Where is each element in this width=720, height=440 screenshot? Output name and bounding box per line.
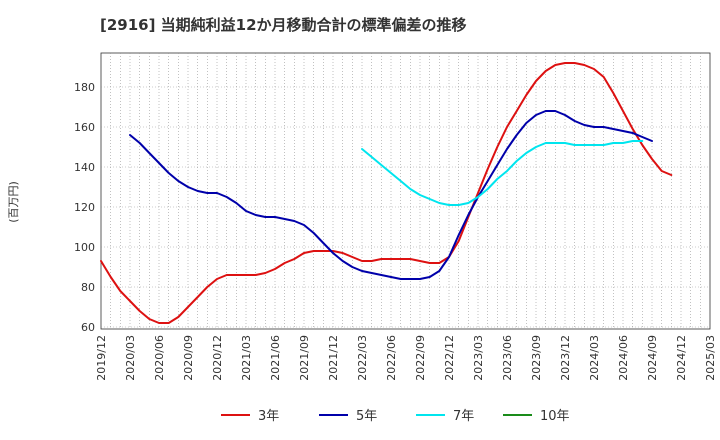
x-tick-label: 2025/03	[704, 335, 717, 381]
plot-area	[100, 52, 711, 330]
x-tick-label: 2022/03	[356, 335, 369, 381]
chart-title: [2916] 当期純利益12か月移動合計の標準偏差の推移	[100, 16, 467, 34]
legend-label-2: 7年	[453, 409, 474, 424]
x-tick-label: 2023/09	[530, 335, 543, 381]
legend-label-0: 3年	[258, 409, 279, 424]
x-tick-label: 2022/12	[443, 335, 456, 381]
x-axis: 2019/12 2020/03 2020/06 2020/09 2020/12 2021/…	[95, 335, 717, 381]
x-tick-label: 2023/12	[559, 335, 572, 381]
series-line-0	[100, 62, 673, 324]
y-axis: 60 80 100 120 140 160 180	[74, 81, 95, 334]
y-tick-label: 180	[74, 81, 95, 94]
legend-label-3: 10年	[540, 409, 570, 424]
y-tick-label: 60	[81, 321, 95, 334]
series-line-1	[129, 110, 653, 280]
series-line-2	[361, 140, 644, 206]
x-tick-label: 2022/09	[414, 335, 427, 381]
y-tick-label: 100	[74, 241, 95, 254]
y-tick-label: 160	[74, 121, 95, 134]
legend-label-1: 5年	[356, 409, 377, 424]
x-tick-label: 2019/12	[95, 335, 108, 381]
y-tick-label: 80	[81, 281, 95, 294]
x-tick-label: 2024/03	[588, 335, 601, 381]
x-tick-label: 2020/06	[153, 335, 166, 381]
x-tick-label: 2024/12	[675, 335, 688, 381]
x-tick-label: 2023/06	[501, 335, 514, 381]
x-tick-label: 2024/06	[617, 335, 630, 381]
x-tick-label: 2021/06	[269, 335, 282, 381]
x-tick-label: 2020/09	[182, 335, 195, 381]
x-tick-label: 2021/09	[298, 335, 311, 381]
x-tick-label: 2020/12	[211, 335, 224, 381]
legend: 3年 5年 7年 10年	[221, 409, 570, 424]
x-tick-label: 2023/03	[472, 335, 485, 381]
x-tick-label: 2022/06	[385, 335, 398, 381]
y-tick-label: 140	[74, 161, 95, 174]
x-tick-label: 2021/03	[240, 335, 253, 381]
x-tick-label: 2020/03	[124, 335, 137, 381]
y-axis-label: (百万円)	[7, 181, 20, 223]
y-tick-label: 120	[74, 201, 95, 214]
x-tick-label: 2024/09	[646, 335, 659, 381]
series-layer	[100, 62, 673, 324]
x-tick-label: 2021/12	[327, 335, 340, 381]
